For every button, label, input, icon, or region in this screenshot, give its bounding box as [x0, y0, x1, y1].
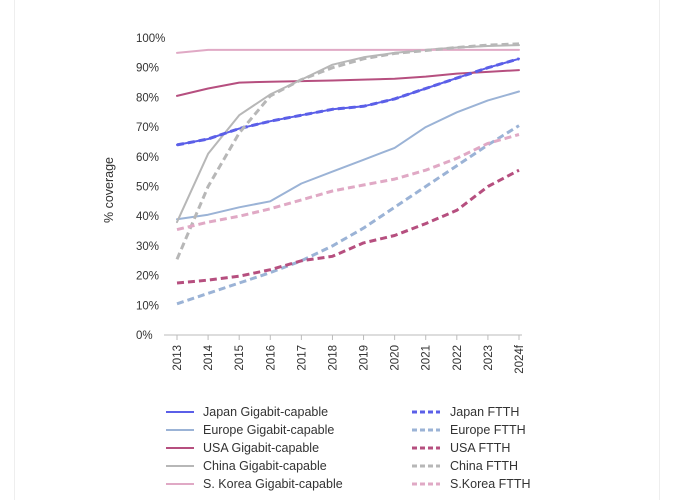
y-tick-label: 90%	[136, 63, 159, 75]
series-line-usa-gigabit-capable	[176, 69, 520, 97]
series-line-europe-ftth	[176, 124, 520, 306]
series-line-s-korea-ftth	[176, 133, 520, 232]
legend-label: USA FTTH	[450, 441, 510, 455]
y-tick-label: 100%	[136, 33, 165, 45]
legend-label: Japan Gigabit-capable	[203, 405, 328, 419]
series-lines	[175, 42, 520, 306]
series-line-japan-gigabit-capable	[176, 57, 520, 146]
x-tick-label: 2015	[234, 345, 246, 371]
y-tick-label: 0%	[136, 330, 153, 342]
x-tick-label: 2017	[296, 345, 308, 371]
x-tick-label: 2014	[203, 344, 215, 370]
x-tick-label: 2016	[265, 345, 277, 371]
legend: Japan Gigabit-capable Europe Gigabit-capa…	[166, 405, 531, 491]
legend-label: Europe Gigabit-capable	[203, 423, 334, 437]
legend-label: China FTTH	[450, 459, 518, 473]
x-tick-label: 2013	[172, 345, 184, 371]
x-tick-label: 2019	[359, 345, 371, 371]
legend-label: Japan FTTH	[450, 405, 519, 419]
series-line-china-ftth	[175, 42, 520, 260]
series-line-usa-ftth	[176, 168, 520, 285]
series-line-japan-ftth	[176, 57, 520, 147]
y-tick-label: 60%	[136, 152, 159, 164]
series-line-s-korea-gigabit-capable	[176, 48, 520, 54]
legend-label: S.Korea FTTH	[450, 477, 531, 491]
x-tick-label: 2018	[327, 345, 339, 371]
x-tick-label: 2023	[483, 345, 495, 371]
panel-border-left	[14, 0, 15, 500]
y-tick-label: 20%	[136, 271, 159, 283]
legend-label: USA Gigabit-capable	[203, 441, 319, 455]
panel-border-right	[659, 0, 660, 500]
series-line-china-gigabit-capable	[176, 44, 520, 224]
legend-label: S. Korea Gigabit-capable	[203, 477, 343, 491]
y-tick-label: 10%	[136, 300, 159, 312]
y-tick-label: 70%	[136, 122, 159, 134]
y-tick-label: 40%	[136, 211, 159, 223]
y-tick-label: 30%	[136, 241, 159, 253]
x-axis-ticks: 2013 2014 2015 2016 2017 2018 2019 2020 2021 2022…	[172, 335, 526, 374]
y-axis-title: % coverage	[102, 157, 116, 223]
y-axis-ticks: 0% 10% 20% 30% 40% 50% 60% 70% 80% 90% 100%	[136, 33, 165, 342]
x-tick-label: 2021	[421, 345, 433, 371]
x-tick-label: 2020	[390, 345, 402, 371]
x-tick-label: 2022	[452, 345, 464, 371]
x-tick-label: 2024f	[514, 344, 526, 374]
legend-label: Europe FTTH	[450, 423, 526, 437]
y-tick-label: 80%	[136, 92, 159, 104]
legend-label: China Gigabit-capable	[203, 459, 327, 473]
y-tick-label: 50%	[136, 182, 159, 194]
series-line-europe-gigabit-capable	[176, 90, 520, 221]
